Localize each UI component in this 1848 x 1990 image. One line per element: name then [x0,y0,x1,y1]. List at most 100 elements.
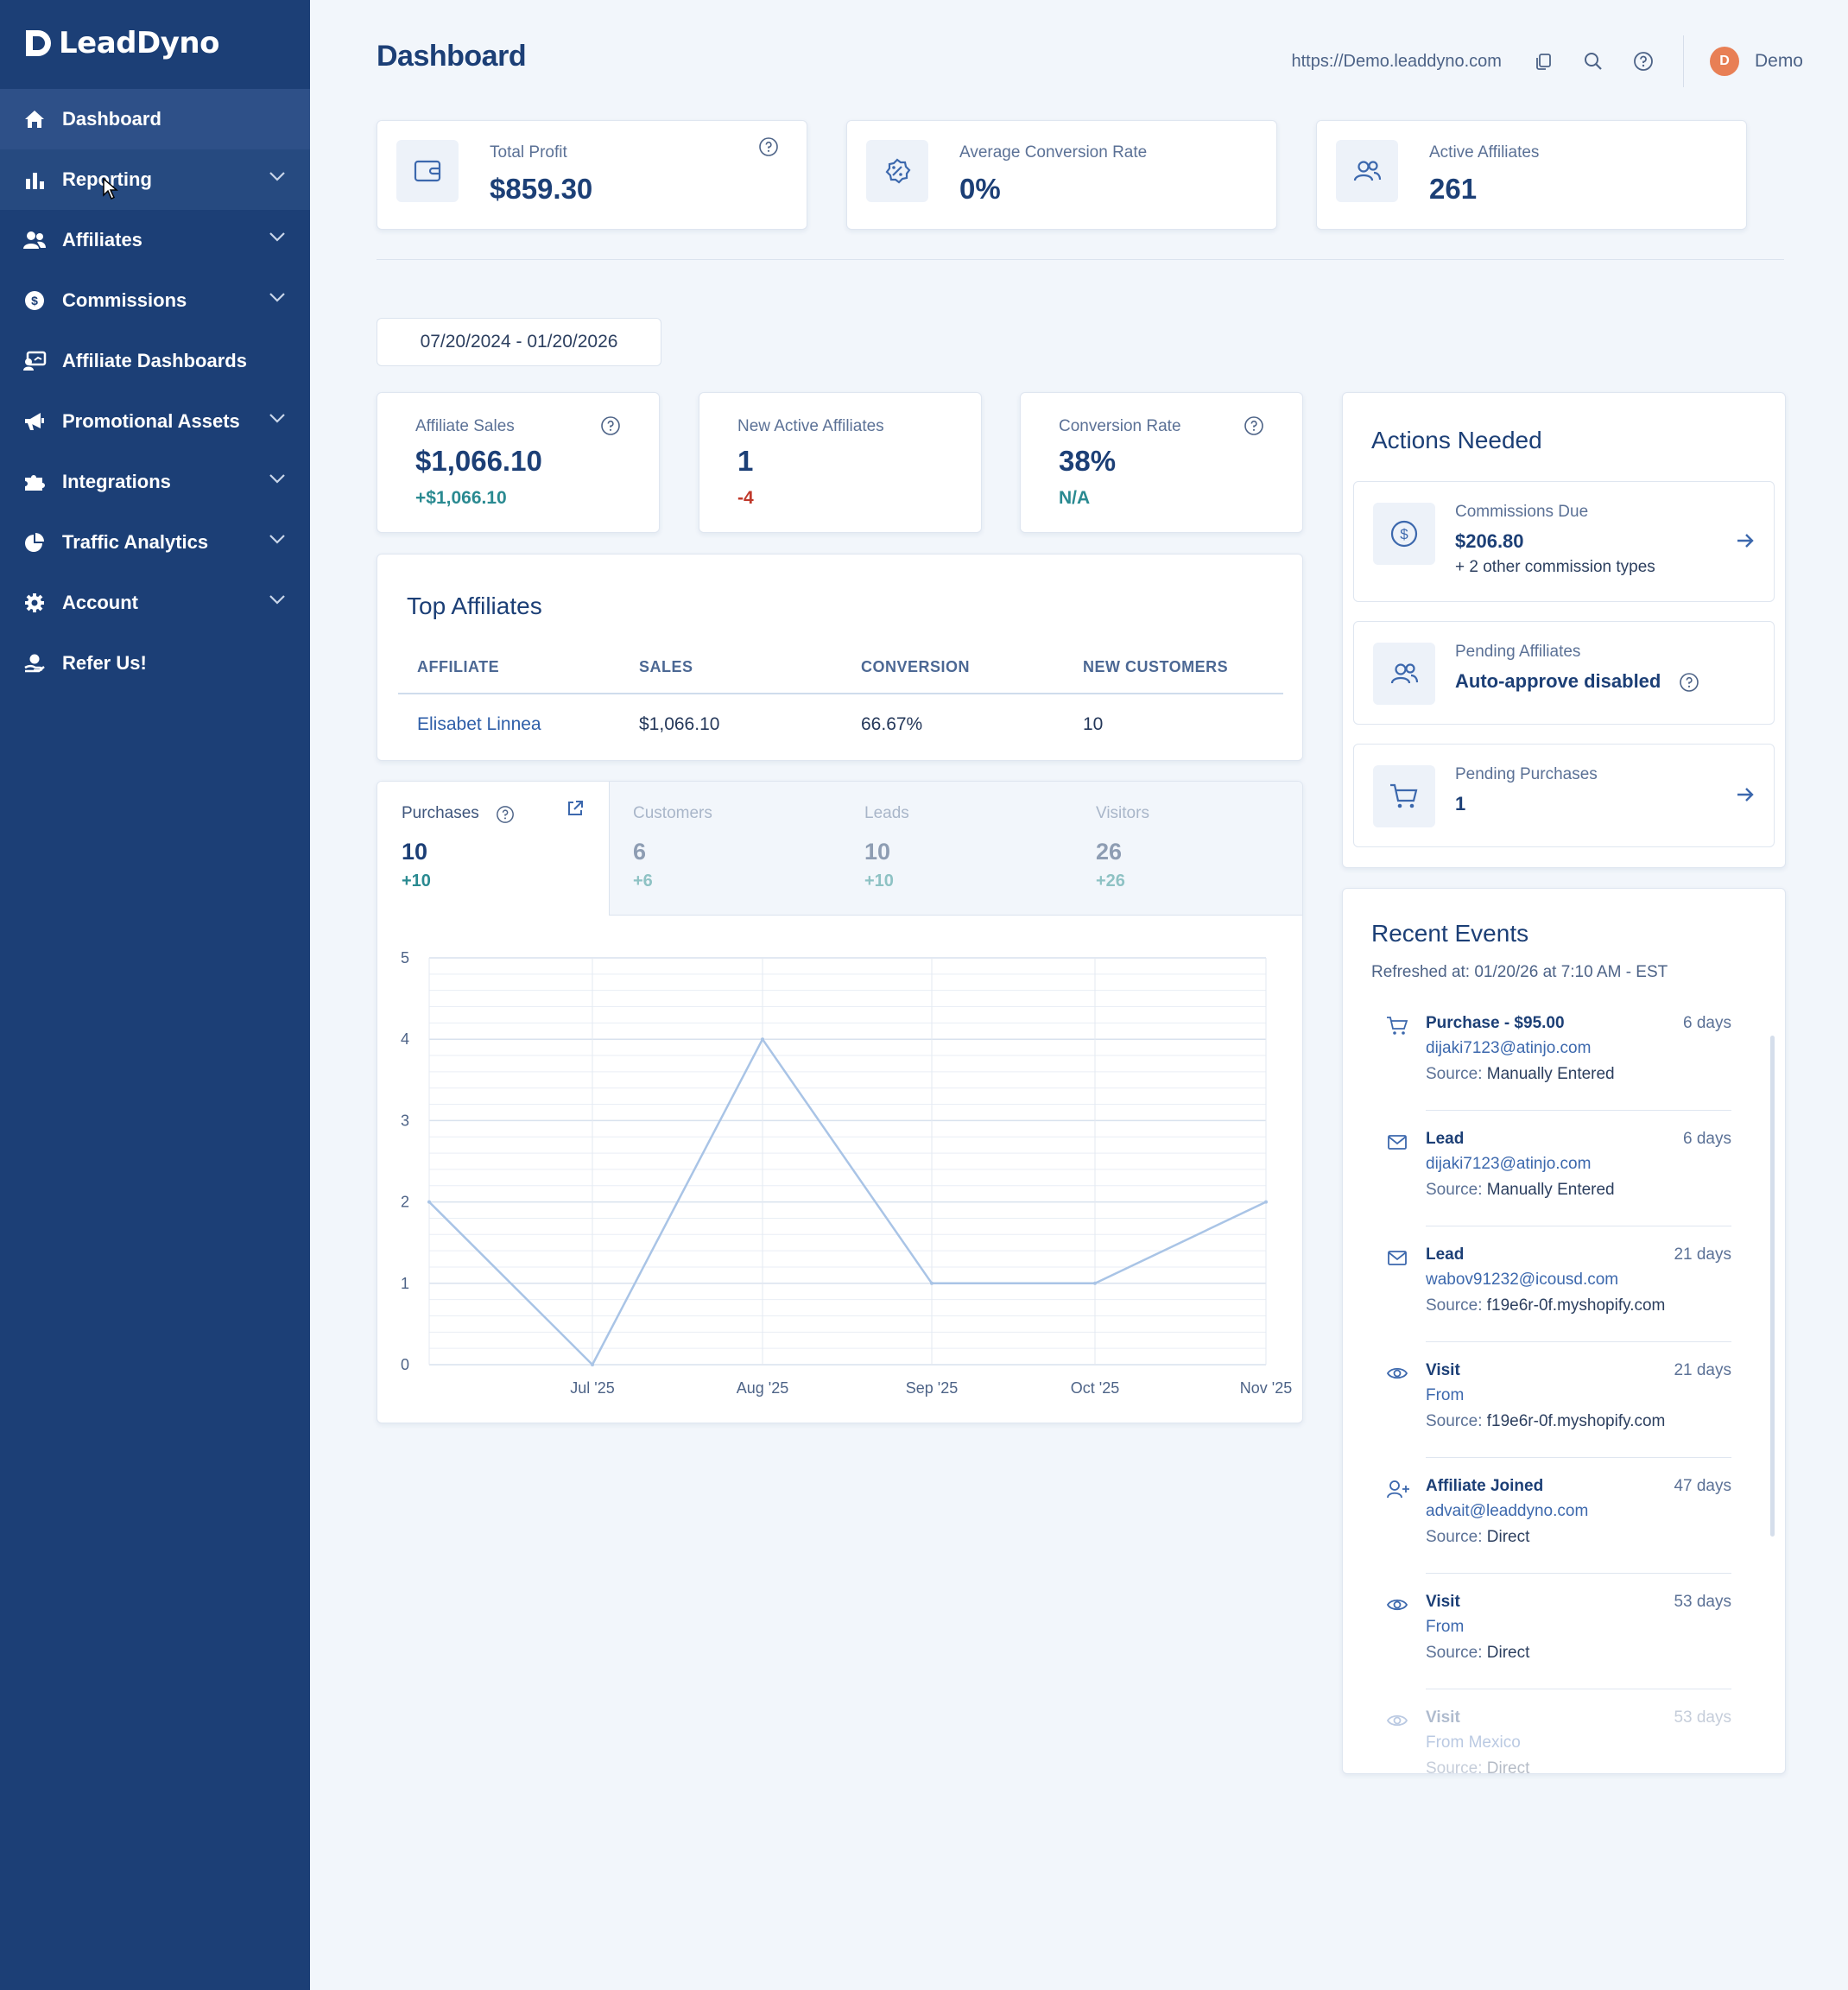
column-header[interactable]: AFFILIATE [417,658,500,675]
action-subtext: + 2 other commission types [1455,558,1655,576]
metric-value: 1 [737,445,754,477]
column-header[interactable]: SALES [639,658,693,675]
chevron-down-icon[interactable] [269,534,286,544]
external-link-icon[interactable] [566,799,585,818]
list-item[interactable]: Visit 53 days From Source: Direct [1386,1593,1731,1708]
tab-leads[interactable]: Leads 10 +10 [840,782,1072,915]
y-tick-label: 1 [401,1275,409,1292]
mail-icon [1388,1135,1407,1150]
date-range-picker[interactable]: 07/20/2024 - 01/20/2026 [377,318,661,366]
sidebar-item-promotional-assets[interactable]: Promotional Assets [0,391,310,452]
pending-purchases-item[interactable]: Pending Purchases 1 [1353,744,1775,847]
column-header[interactable]: CONVERSION [861,658,971,675]
source-value: f19e6r-0f.myshopify.com [1486,1296,1666,1315]
commissions-due-item[interactable]: $ Commissions Due $206.80 + 2 other comm… [1353,481,1775,602]
help-icon[interactable] [496,805,515,824]
sidebar-item-traffic-analytics[interactable]: Traffic Analytics [0,512,310,573]
sidebar-item-dashboard[interactable]: Dashboard [0,89,310,149]
arrow-right-icon[interactable] [1736,532,1755,549]
source-value: Direct [1486,1759,1530,1774]
event-email[interactable]: dijaki7123@atinjo.com [1426,1039,1592,1057]
event-email[interactable]: wabov91232@icousd.com [1426,1271,1619,1289]
list-item[interactable]: Visit 21 days From Source: f19e6r-0f.mys… [1386,1361,1731,1477]
tab-visitors[interactable]: Visitors 26 +26 [1072,782,1302,915]
help-icon[interactable] [758,136,779,157]
event-email[interactable]: dijaki7123@atinjo.com [1426,1155,1592,1173]
activity-chart-card: Purchases 10 +10 Customers 6 +6 Leads 10… [377,781,1303,1423]
tab-purchases[interactable]: Purchases 10 +10 [377,782,610,916]
sidebar-item-label: Commissions [62,289,187,311]
chevron-down-icon[interactable] [269,292,286,302]
sidebar-item-label: Dashboard [62,108,161,130]
sidebar-item-label: Affiliates [62,229,142,250]
events-scrollbar[interactable] [1770,1036,1775,1537]
sidebar-item-commissions[interactable]: $ Commissions [0,270,310,331]
affiliate-link[interactable]: Elisabet Linnea [417,714,541,734]
users-icon [22,228,47,252]
tab-customers[interactable]: Customers 6 +6 [609,782,840,915]
column-header[interactable]: NEW CUSTOMERS [1083,658,1229,675]
sidebar-item-affiliates[interactable]: Affiliates [0,210,310,270]
copy-icon[interactable] [1526,44,1560,79]
sidebar-item-affiliate-dashboards[interactable]: Affiliate Dashboards [0,331,310,391]
list-item[interactable]: Purchase - $95.00 6 days dijaki7123@atin… [1386,1014,1731,1130]
arrow-right-icon[interactable] [1736,786,1755,803]
metric-label: Affiliate Sales [415,417,515,435]
data-point [1093,1281,1097,1285]
metric-delta: -4 [737,488,754,508]
section-title: Recent Events [1371,920,1529,947]
divider [1426,1573,1731,1574]
event-origin: From [1426,1386,1465,1404]
sidebar-item-refer-us[interactable]: Refer Us! [0,633,310,694]
data-point [1264,1200,1268,1204]
eye-icon [1386,1599,1408,1611]
user-name[interactable]: Demo [1754,51,1803,71]
sidebar-item-label: Promotional Assets [62,410,240,432]
y-tick-label: 3 [401,1112,409,1129]
sidebar-item-integrations[interactable]: Integrations [0,452,310,512]
sidebar-item-account[interactable]: Account [0,573,310,633]
source-prefix: Source: [1426,1181,1483,1199]
chevron-down-icon[interactable] [269,231,286,242]
pending-affiliates-item[interactable]: Pending Affiliates Auto-approve disabled [1353,621,1775,725]
stat-value: $859.30 [490,173,593,205]
event-title: Purchase - $95.00 [1426,1014,1565,1032]
event-source: Source: f19e6r-0f.myshopify.com [1426,1296,1665,1315]
events-list[interactable]: Purchase - $95.00 6 days dijaki7123@atin… [1343,1014,1785,1774]
sidebar: LeadDyno Dashboard Reporting Affiliates … [0,0,310,1990]
chevron-down-icon[interactable] [269,594,286,605]
table-row: Elisabet Linnea $1,066.10 66.67% 10 [398,714,1283,749]
users-icon [1336,140,1398,202]
help-icon[interactable] [1626,44,1661,79]
event-time: 53 days [1674,1708,1731,1727]
chevron-down-icon[interactable] [269,171,286,181]
sidebar-item-label: Refer Us! [62,652,147,674]
metric-delta: N/A [1059,488,1091,508]
sidebar-item-reporting[interactable]: Reporting [0,149,310,210]
event-time: 47 days [1674,1477,1731,1495]
event-email[interactable]: advait@leaddyno.com [1426,1502,1589,1520]
event-time: 53 days [1674,1593,1731,1611]
sidebar-item-label: Traffic Analytics [62,531,209,553]
dollar-circle-icon: $ [1373,503,1435,565]
help-icon[interactable] [1244,415,1264,436]
chevron-down-icon[interactable] [269,473,286,484]
list-item[interactable]: Lead 21 days wabov91232@icousd.com Sourc… [1386,1245,1731,1361]
list-item[interactable]: Lead 6 days dijaki7123@atinjo.com Source… [1386,1130,1731,1245]
source-prefix: Source: [1426,1065,1483,1083]
top-affiliates-card: Top Affiliates AFFILIATE SALES CONVERSIO… [377,554,1303,761]
event-source: Source: f19e6r-0f.myshopify.com [1426,1412,1665,1431]
list-item[interactable]: Affiliate Joined 47 days advait@leaddyno… [1386,1477,1731,1593]
affiliate-site-url[interactable]: https://Demo.leaddyno.com [1291,51,1502,71]
leaddyno-logo[interactable]: LeadDyno [24,22,219,64]
help-icon[interactable] [1679,672,1699,693]
action-label: Commissions Due [1455,503,1589,521]
help-icon[interactable] [600,415,621,436]
avatar[interactable]: D [1709,47,1739,76]
chevron-down-icon[interactable] [269,413,286,423]
section-title: Actions Needed [1371,427,1542,453]
search-icon[interactable] [1576,44,1611,79]
list-item[interactable]: Visit 53 days From Mexico Source: Direct [1386,1708,1731,1774]
x-tick-label: Oct '25 [1071,1379,1119,1397]
source-value: Direct [1486,1528,1530,1546]
